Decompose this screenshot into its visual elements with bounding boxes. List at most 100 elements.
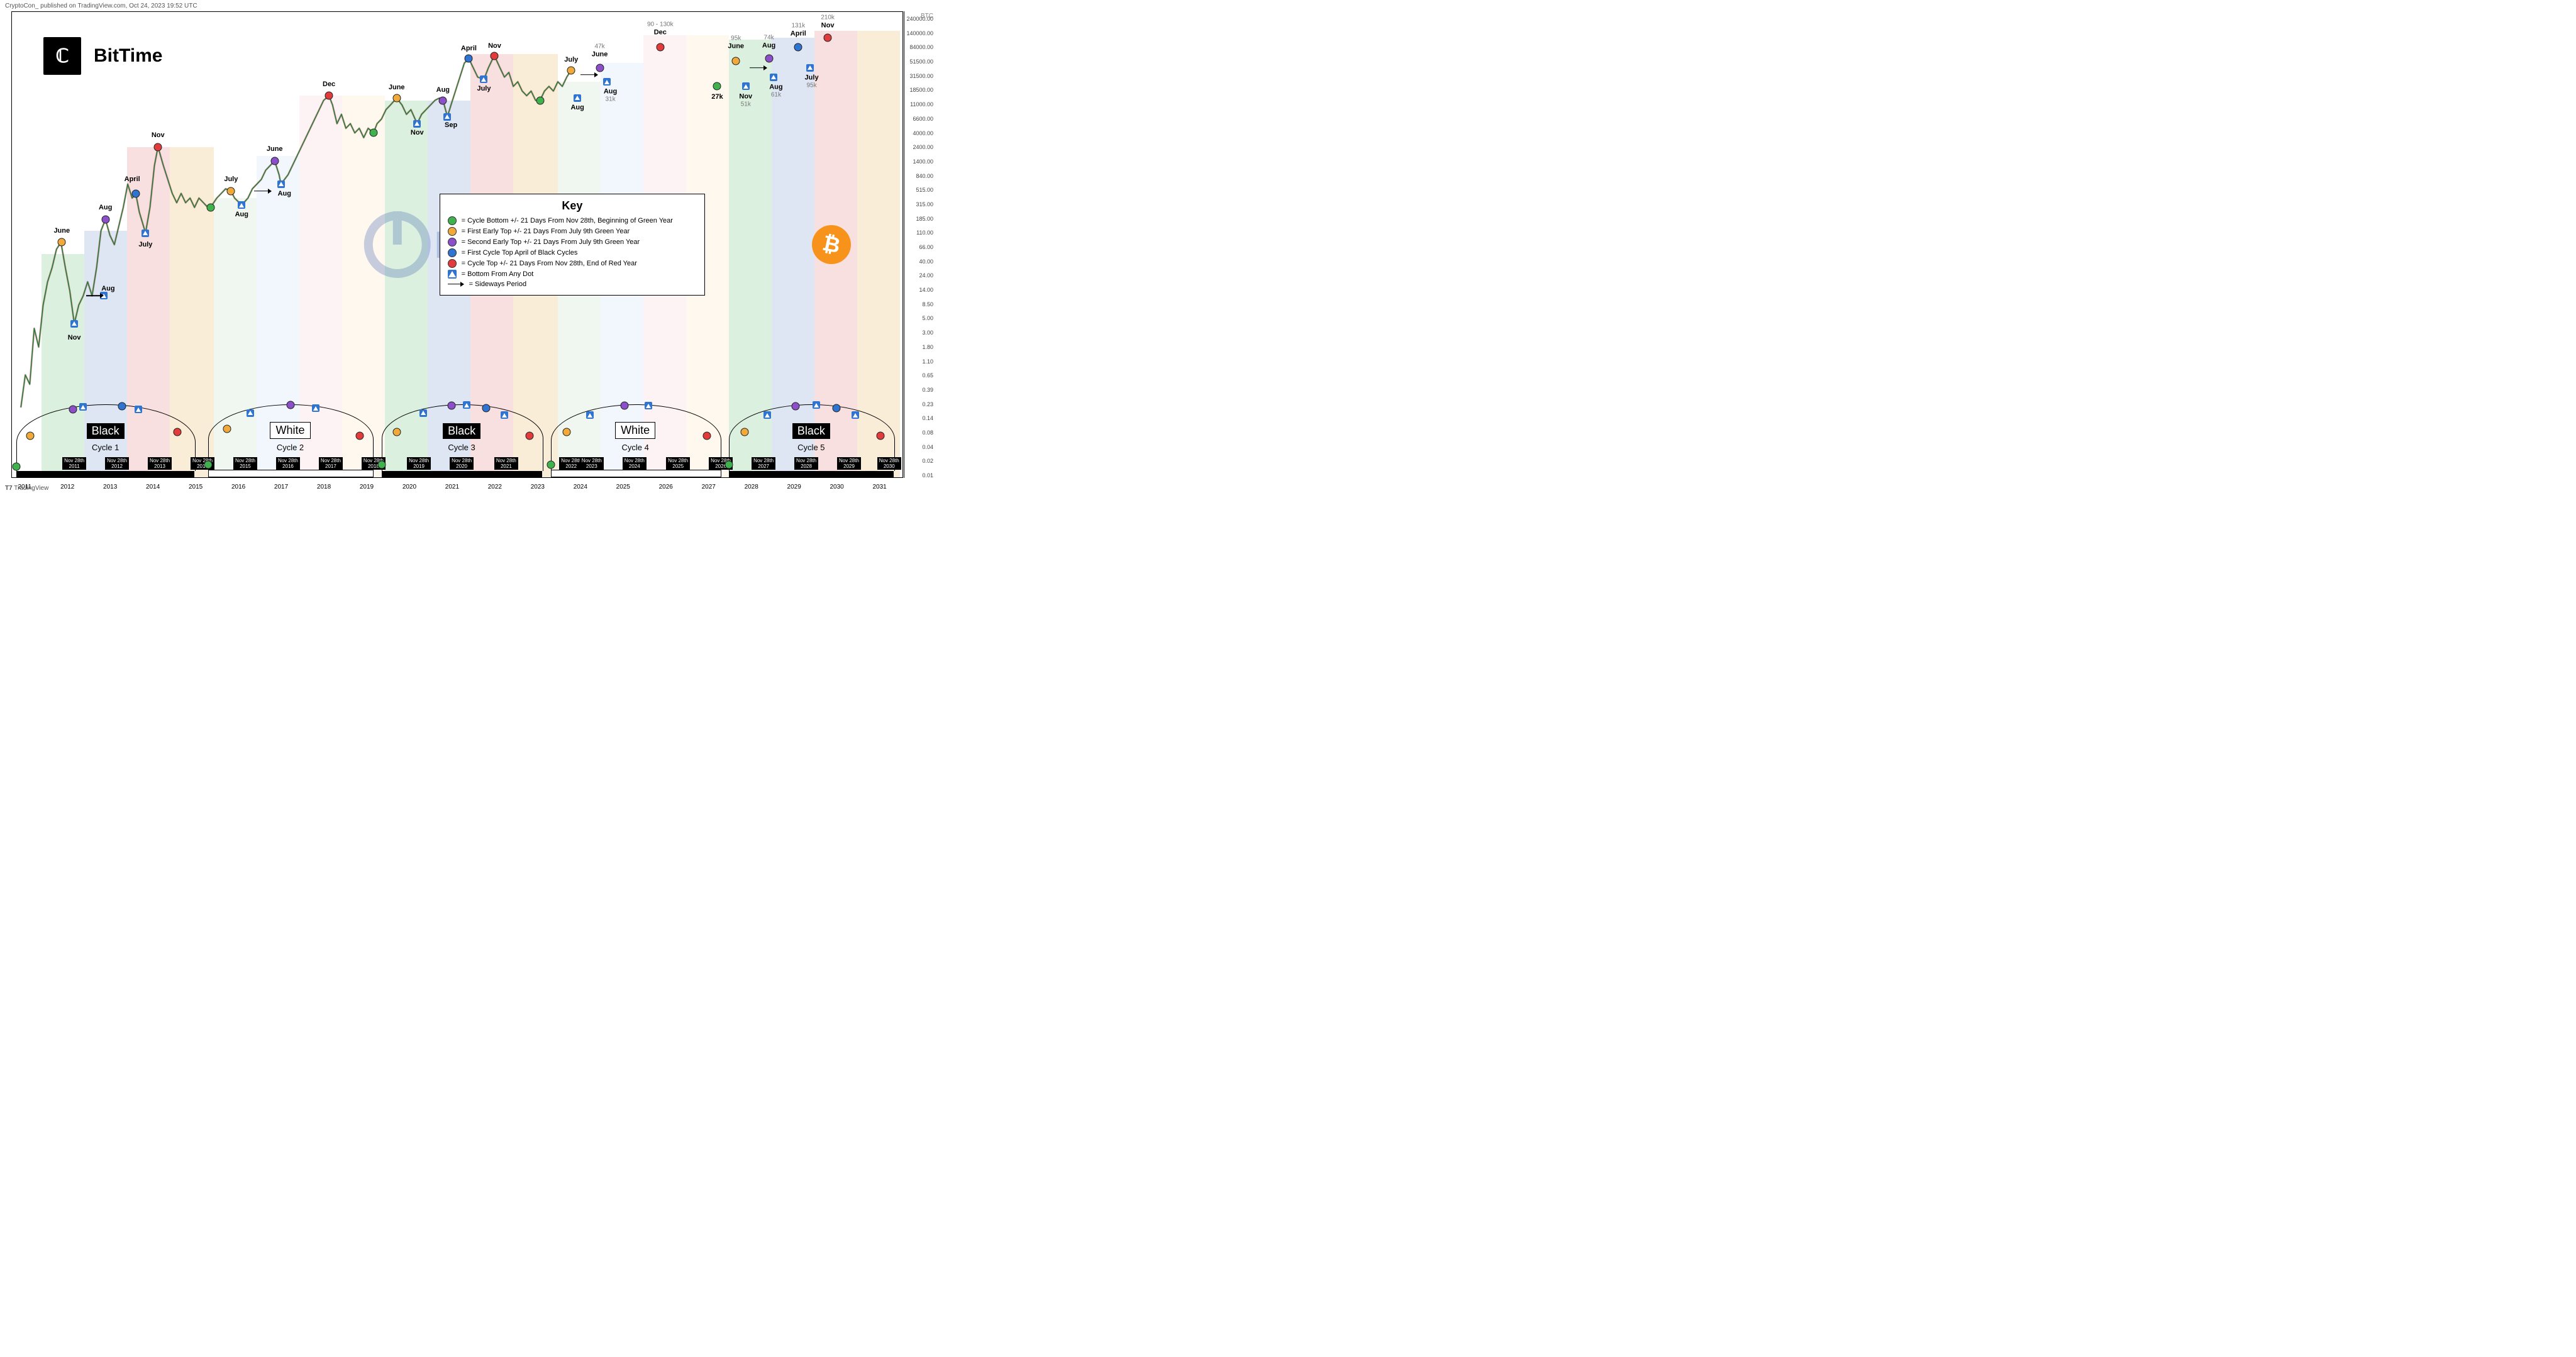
sideways-arrow bbox=[254, 188, 272, 194]
logo-icon: ℂ bbox=[43, 37, 81, 75]
cycle-dot bbox=[448, 401, 456, 409]
key-row: = First Cycle Top April of Black Cycles bbox=[448, 248, 697, 257]
y-tick: 6600.00 bbox=[913, 116, 933, 122]
cycle-dot bbox=[223, 425, 231, 433]
y-tick: 0.39 bbox=[922, 387, 933, 393]
cycle-dot bbox=[702, 431, 711, 440]
triangle-marker bbox=[480, 75, 487, 83]
dot-label: July bbox=[564, 56, 578, 64]
date-box: Nov 28th2025 bbox=[666, 457, 690, 470]
y-tick: 1.80 bbox=[922, 344, 933, 350]
y-tick: 11000.00 bbox=[910, 101, 933, 108]
dot-label: Aug bbox=[436, 86, 450, 94]
y-tick: 0.65 bbox=[922, 372, 933, 379]
x-tick: 2019 bbox=[360, 484, 374, 490]
y-tick: 5.00 bbox=[922, 315, 933, 321]
key-row: = First Early Top +/- 21 Days From July … bbox=[448, 227, 697, 236]
triangle-marker bbox=[419, 409, 427, 417]
bittime-logo: ℂ BitTime bbox=[43, 37, 162, 75]
price-dot bbox=[439, 96, 447, 104]
dot-label: 95kJune bbox=[728, 35, 744, 50]
x-tick: 2016 bbox=[231, 484, 245, 490]
cycle-dot bbox=[286, 401, 294, 409]
triangle-marker bbox=[70, 320, 78, 328]
dot-label: Nov51k bbox=[739, 92, 752, 108]
x-tick: 2014 bbox=[146, 484, 160, 490]
y-tick: 18500.00 bbox=[909, 87, 933, 93]
x-tick: 2028 bbox=[745, 484, 758, 490]
price-dot bbox=[465, 55, 473, 63]
triangle-marker bbox=[742, 82, 750, 90]
dot-label: 131kApril bbox=[791, 22, 806, 38]
date-box: Nov 28th2013 bbox=[148, 457, 172, 470]
dot-label: July bbox=[224, 175, 238, 183]
dot-label: April bbox=[125, 175, 140, 183]
cycle-dot bbox=[525, 431, 533, 440]
x-axis: 2011201220132014201520162017201820192020… bbox=[11, 479, 903, 493]
legend-key: Key = Cycle Bottom +/- 21 Days From Nov … bbox=[440, 194, 705, 296]
triangle-marker bbox=[79, 403, 87, 411]
price-dot bbox=[491, 52, 499, 60]
y-tick: 24.00 bbox=[919, 272, 933, 279]
triangle-marker bbox=[586, 411, 594, 419]
cycle-dot bbox=[204, 461, 213, 469]
price-dot bbox=[794, 43, 802, 51]
dot-label: Aug61k bbox=[769, 83, 782, 99]
dot-label: 27k bbox=[711, 93, 723, 101]
date-box: Nov 28th2028 bbox=[794, 457, 818, 470]
y-tick: 8.50 bbox=[922, 301, 933, 307]
date-box: Nov 28th2020 bbox=[450, 457, 474, 470]
x-tick: 2018 bbox=[317, 484, 331, 490]
plot-area: Nov 28th2011Nov 28th2012Nov 28th2013Nov … bbox=[11, 11, 903, 478]
y-tick: 0.02 bbox=[922, 458, 933, 464]
y-tick: 0.01 bbox=[922, 472, 933, 479]
cycle-dot bbox=[621, 401, 629, 409]
cycle-dot bbox=[877, 431, 885, 440]
price-dot bbox=[824, 33, 832, 42]
y-tick: 240000.00 bbox=[906, 16, 933, 22]
cycle-dot bbox=[378, 461, 386, 469]
y-tick: 185.00 bbox=[916, 216, 933, 222]
cycle-dot bbox=[392, 428, 401, 436]
dot-label: 47kJune bbox=[592, 43, 608, 58]
chart-page: CryptoCon_ published on TradingView.com,… bbox=[0, 0, 936, 493]
dot-label: 74kAug bbox=[762, 33, 775, 49]
price-dot bbox=[131, 189, 140, 197]
key-row: = Bottom From Any Dot bbox=[448, 270, 697, 279]
dot-label: Nov bbox=[488, 42, 501, 50]
triangle-marker bbox=[501, 411, 508, 419]
date-box: Nov 28th2027 bbox=[752, 457, 775, 470]
date-box: Nov 28th2024 bbox=[623, 457, 647, 470]
y-tick: 515.00 bbox=[916, 187, 933, 193]
x-tick: 2022 bbox=[488, 484, 502, 490]
price-dot bbox=[596, 64, 604, 72]
price-dot bbox=[58, 238, 66, 246]
y-tick: 66.00 bbox=[919, 244, 933, 250]
cycle-dot bbox=[725, 461, 733, 469]
triangle-marker bbox=[813, 401, 820, 409]
triangle-marker bbox=[770, 74, 777, 81]
price-dot bbox=[325, 92, 333, 100]
date-box: Nov 28th2016 bbox=[276, 457, 300, 470]
triangle-marker bbox=[645, 402, 652, 409]
dot-label: Sep bbox=[445, 121, 457, 129]
dot-label: Nov bbox=[152, 131, 165, 139]
logo-title: BitTime bbox=[94, 45, 162, 67]
cycle-bar bbox=[208, 470, 374, 477]
publish-header: CryptoCon_ published on TradingView.com,… bbox=[0, 0, 936, 12]
y-axis: BTC 240000.00140000.0084000.0051500.0031… bbox=[904, 11, 936, 478]
triangle-marker bbox=[763, 411, 771, 419]
price-dot bbox=[392, 94, 401, 102]
x-tick: 2031 bbox=[872, 484, 886, 490]
cycle-dot bbox=[792, 402, 800, 410]
triangle-marker bbox=[574, 94, 581, 102]
y-tick: 110.00 bbox=[916, 230, 933, 236]
x-tick: 2020 bbox=[402, 484, 416, 490]
y-tick: 84000.00 bbox=[909, 44, 933, 50]
price-dot bbox=[765, 55, 773, 63]
date-box: Nov 28th2030 bbox=[877, 457, 901, 470]
dot-label: July bbox=[477, 85, 491, 92]
x-tick: 2025 bbox=[616, 484, 630, 490]
price-dot bbox=[270, 157, 279, 165]
dot-label: June bbox=[53, 227, 70, 235]
